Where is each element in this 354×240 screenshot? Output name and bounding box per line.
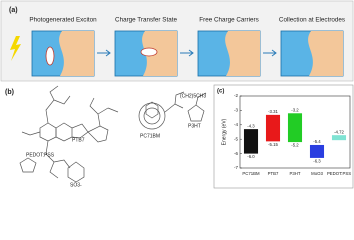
figure: (a) Photogenerated Exciton Charge Transfe… bbox=[0, 0, 354, 189]
x-tick-label: PTB7 bbox=[268, 171, 279, 176]
structures bbox=[19, 85, 207, 183]
value-label: -3.31 bbox=[268, 109, 278, 114]
energy-bar bbox=[331, 135, 347, 141]
y-tick-label: -6 bbox=[234, 151, 238, 156]
molecule-label: PC71BM bbox=[140, 133, 160, 139]
y-tick-label: -5 bbox=[234, 136, 238, 141]
panel-label: (a) bbox=[9, 7, 18, 14]
value-label: -5.2 bbox=[291, 143, 299, 148]
molecule-label: PEDOT:PSS bbox=[26, 152, 55, 158]
acceptor-domain bbox=[225, 31, 260, 76]
x-tick-label: P3HT bbox=[290, 171, 301, 176]
panel-label: (b) bbox=[5, 89, 14, 96]
acceptor-domain bbox=[308, 31, 343, 76]
value-label: -6.3 bbox=[313, 159, 321, 164]
energy-bar bbox=[265, 114, 281, 142]
step-title: Photogenerated Exciton bbox=[29, 17, 97, 24]
energy-bar bbox=[309, 144, 325, 158]
value-label: -5.4 bbox=[313, 139, 321, 144]
energy-bar bbox=[243, 129, 259, 154]
molecule-label: P3HT bbox=[188, 123, 201, 129]
acceptor-domain bbox=[142, 31, 177, 76]
sulfonate-label: SO3- bbox=[70, 182, 82, 188]
value-label: -6.0 bbox=[247, 154, 255, 159]
molecule-label: PTB7 bbox=[72, 137, 85, 143]
step-arrow bbox=[180, 49, 194, 57]
plot-frame bbox=[239, 95, 351, 169]
value-label: -5.15 bbox=[268, 142, 278, 147]
panel-c-frame bbox=[213, 84, 354, 189]
step-arrow bbox=[97, 49, 111, 57]
acceptor-domain bbox=[59, 31, 94, 76]
value-label: -4.3 bbox=[247, 123, 255, 128]
x-tick-label: MoO3 bbox=[311, 171, 323, 176]
step-title: Free Charge Carriers bbox=[199, 17, 259, 24]
y-axis-label: Energy (eV) bbox=[221, 118, 227, 145]
ct-state bbox=[140, 47, 158, 57]
side-chain-label: (CH2)5CH3 bbox=[180, 93, 206, 99]
y-tick-label: -7 bbox=[234, 165, 238, 170]
y-tick-label: -4 bbox=[234, 122, 238, 127]
step-title: Collection at Electrodes bbox=[279, 17, 345, 24]
panel-label: (c) bbox=[217, 89, 224, 95]
value-label: -3.2 bbox=[291, 107, 299, 112]
energy-bar bbox=[287, 113, 303, 143]
step-title: Charge Transfer State bbox=[115, 17, 177, 24]
y-tick-label: -2 bbox=[234, 93, 238, 98]
exciton bbox=[45, 46, 55, 66]
y-tick-label: -3 bbox=[234, 108, 238, 113]
step-arrow bbox=[263, 49, 277, 57]
light-bolt bbox=[10, 36, 21, 61]
x-tick-label: PC71BM bbox=[242, 171, 260, 176]
value-label: -4.72 bbox=[334, 129, 344, 134]
x-tick-label: PEDOT:PSS bbox=[327, 171, 351, 176]
